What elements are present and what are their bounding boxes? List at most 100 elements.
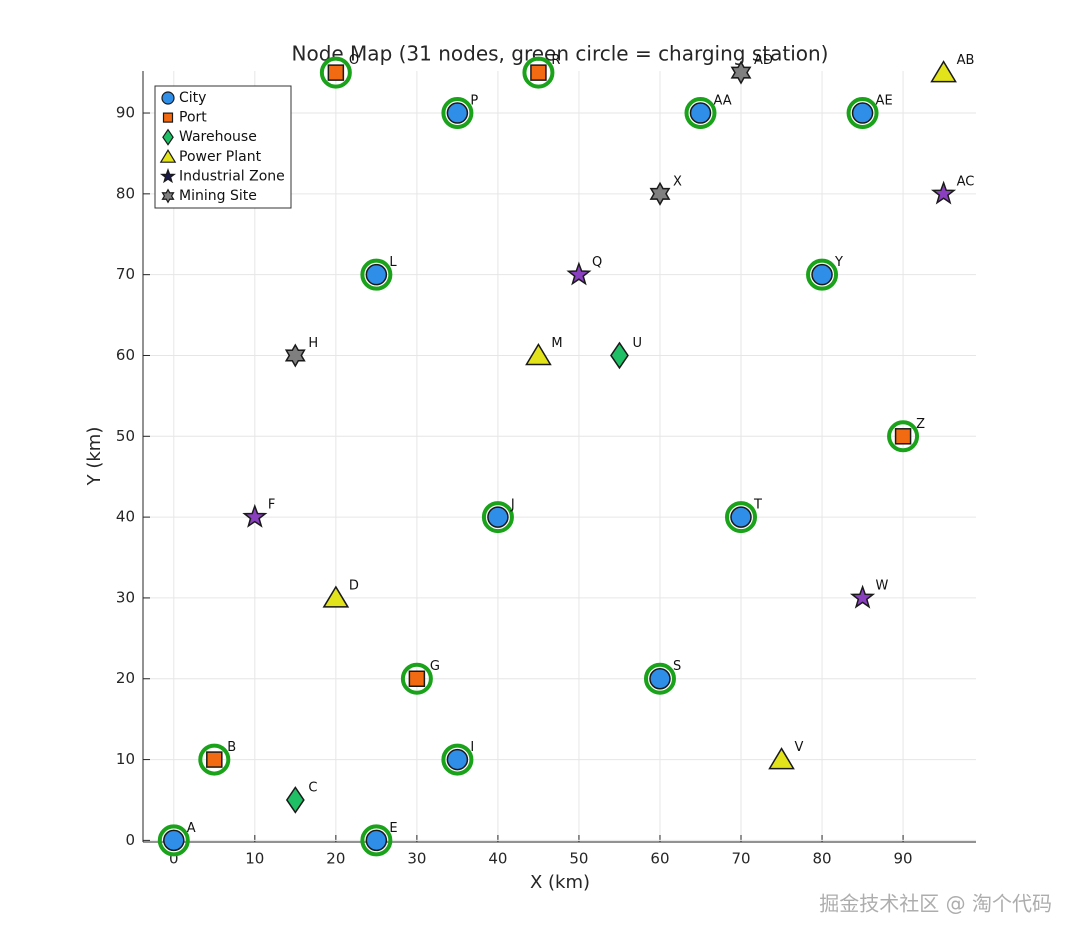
charging-ring <box>846 97 879 130</box>
legend-label: City <box>179 90 206 106</box>
marker <box>566 261 592 286</box>
marker <box>322 585 350 608</box>
point-label: R <box>551 53 560 68</box>
y-tick-label: 60 <box>116 346 135 364</box>
legend-label: Mining Site <box>179 188 257 204</box>
charging-ring <box>319 56 352 89</box>
watermark: 掘金技术社区 @ 淘个代码 <box>819 892 1052 916</box>
y-tick-label: 20 <box>116 669 135 687</box>
point-label: F <box>268 498 275 513</box>
point-label: C <box>308 780 317 795</box>
point-label: L <box>389 255 397 270</box>
marker <box>446 748 469 771</box>
point-label: AC <box>957 174 975 189</box>
point-label: AB <box>957 53 975 68</box>
legend-box <box>154 85 292 209</box>
point-label: G <box>430 659 440 674</box>
point-label: I <box>470 740 474 755</box>
x-tick-label: 90 <box>894 850 913 868</box>
charging-ring <box>157 824 190 857</box>
y-tick-label: 80 <box>116 184 135 202</box>
y-axis-label: Y (km) <box>84 427 105 487</box>
marker <box>161 91 175 105</box>
y-tick-label: 70 <box>116 265 135 283</box>
marker <box>930 60 957 83</box>
x-tick-label: 20 <box>326 850 345 868</box>
point-label: H <box>308 336 318 351</box>
marker <box>284 343 306 368</box>
point-label: AA <box>713 94 731 109</box>
marker <box>159 149 177 163</box>
point-label: E <box>389 821 397 836</box>
x-tick-label: 70 <box>731 850 750 868</box>
charging-ring <box>887 420 920 453</box>
marker <box>730 506 752 528</box>
charging-ring <box>643 662 676 695</box>
point-label: W <box>876 578 889 593</box>
charging-ring <box>522 56 555 89</box>
x-tick-label: 80 <box>812 850 831 868</box>
point-label: X <box>673 174 682 189</box>
point-label: S <box>673 659 681 674</box>
y-tick-label: 50 <box>116 427 135 445</box>
x-axis-label: X (km) <box>530 872 590 893</box>
y-tick-label: 40 <box>116 508 135 526</box>
x-tick-label: 40 <box>488 850 507 868</box>
point-label: Y <box>834 255 843 270</box>
point-label: U <box>632 336 642 351</box>
point-label: AE <box>876 94 893 109</box>
marker <box>161 188 175 204</box>
point-label: P <box>470 94 478 109</box>
y-tick-label: 30 <box>116 588 135 606</box>
legend-label: Power Plant <box>179 149 262 165</box>
charging-ring <box>360 824 393 857</box>
marker <box>365 829 388 852</box>
marker <box>163 829 185 852</box>
point-label: J <box>510 498 515 513</box>
point-label: O <box>349 53 359 68</box>
marker <box>930 180 957 205</box>
point-label: A <box>187 821 196 836</box>
legend-label: Port <box>179 110 207 126</box>
y-tick-label: 10 <box>116 750 135 768</box>
x-tick-label: 0 <box>169 850 179 868</box>
charging-ring <box>481 501 514 534</box>
marker <box>408 670 426 687</box>
point-label: Q <box>592 255 602 270</box>
y-tick-label: 90 <box>116 104 135 122</box>
marker <box>327 64 345 81</box>
charging-ring <box>400 662 433 695</box>
x-tick-label: 60 <box>650 850 669 868</box>
marker <box>849 584 876 609</box>
marker <box>649 181 671 206</box>
x-tick-label: 30 <box>407 850 426 868</box>
marker <box>689 102 712 124</box>
y-tick-label: 0 <box>125 831 135 849</box>
marker <box>894 428 912 445</box>
charging-ring <box>441 743 474 776</box>
point-label: D <box>349 578 359 593</box>
marker <box>610 341 629 370</box>
x-tick-label: 10 <box>245 850 264 868</box>
point-label: V <box>795 740 804 755</box>
legend-label: Industrial Zone <box>179 168 285 184</box>
marker <box>730 60 752 85</box>
marker <box>285 786 305 814</box>
marker <box>487 506 509 528</box>
charging-ring <box>684 97 717 130</box>
point-label: AD <box>754 53 773 68</box>
charging-ring <box>360 258 393 291</box>
marker <box>162 112 174 123</box>
marker <box>365 263 388 286</box>
marker <box>162 128 174 146</box>
marker <box>811 263 833 286</box>
marker <box>160 168 176 184</box>
marker <box>446 102 469 124</box>
marker <box>851 102 874 124</box>
marker <box>649 667 671 690</box>
charging-ring <box>806 258 839 291</box>
point-label: Z <box>916 417 925 432</box>
marker <box>530 64 547 81</box>
point-label: M <box>551 336 562 351</box>
legend-label: Warehouse <box>179 129 257 145</box>
